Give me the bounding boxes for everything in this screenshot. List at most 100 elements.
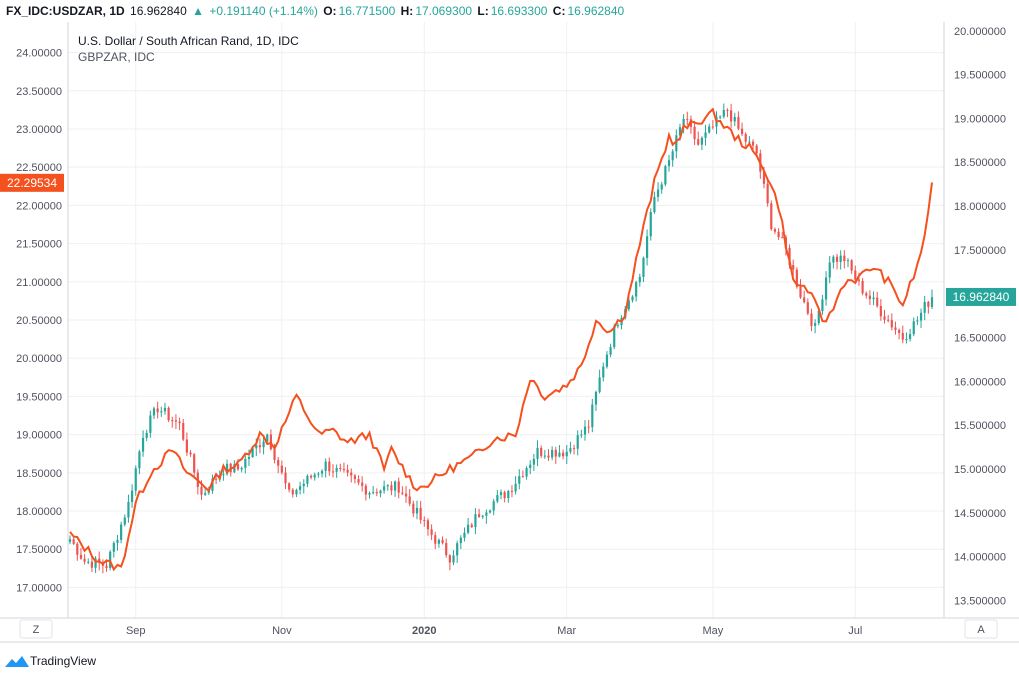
candle-up bbox=[704, 124, 707, 146]
candle-down bbox=[423, 516, 426, 527]
candle-down bbox=[861, 277, 864, 296]
candle-up bbox=[565, 445, 568, 465]
candle-down bbox=[835, 253, 839, 270]
candle-up bbox=[485, 509, 488, 524]
candle-down bbox=[587, 419, 590, 434]
candle-up bbox=[127, 494, 130, 523]
candle-up bbox=[635, 280, 638, 302]
last-price: 16.962840 bbox=[130, 4, 187, 18]
open-value: 16.771500 bbox=[338, 4, 396, 18]
candle-down bbox=[390, 481, 393, 496]
candle-down bbox=[693, 120, 696, 145]
candle-up bbox=[116, 534, 119, 551]
candle-up bbox=[134, 465, 137, 496]
candle-down bbox=[477, 508, 481, 518]
right-last-price: 16.962840 bbox=[953, 290, 1010, 304]
candle-up bbox=[616, 323, 619, 329]
left-axis-tick-label: 23.00000 bbox=[16, 124, 62, 136]
candle-up bbox=[576, 430, 579, 456]
candle-up bbox=[700, 136, 703, 151]
auto-scale-label: A bbox=[977, 624, 985, 636]
candle-up bbox=[598, 369, 601, 394]
candle-down bbox=[810, 308, 813, 332]
candle-down bbox=[521, 470, 525, 478]
candle-down bbox=[171, 416, 174, 428]
tradingview-brand[interactable]: TradingView bbox=[30, 654, 97, 668]
candle-up bbox=[335, 464, 338, 478]
candle-down bbox=[850, 259, 853, 274]
candle-down bbox=[284, 466, 287, 490]
candle-up bbox=[518, 469, 521, 490]
candle-up bbox=[715, 111, 718, 134]
auto-scale-button[interactable]: A bbox=[964, 619, 998, 639]
price-chart[interactable]: 17.00000 17.50000 18.00000 18.50000 19.00000… bbox=[0, 0, 1019, 648]
left-axis-tick-label: 22.50000 bbox=[16, 162, 62, 174]
candle-up bbox=[649, 208, 652, 241]
left-axis-tick-label: 20.50000 bbox=[16, 315, 62, 327]
scale-left-label: Z bbox=[33, 624, 40, 636]
candle-down bbox=[397, 477, 400, 499]
time-axis-tick-label: Nov bbox=[272, 625, 292, 637]
time-axis-tick-label: May bbox=[702, 625, 723, 637]
left-last-price: 22.29534 bbox=[7, 176, 57, 190]
candle-down bbox=[357, 475, 360, 486]
candle-down bbox=[737, 111, 740, 131]
candle-up bbox=[631, 295, 634, 303]
candle-up bbox=[543, 449, 546, 459]
candle-down bbox=[353, 473, 356, 484]
candle-down bbox=[503, 490, 506, 503]
time-axis[interactable]: Sep Nov 2020 Mar May Jul bbox=[126, 625, 862, 637]
candle-down bbox=[364, 483, 367, 501]
candle-down bbox=[470, 522, 473, 529]
candle-up bbox=[839, 250, 842, 270]
right-price-axis[interactable]: 13.500000 14.000000 14.500000 15.000000 15.5… bbox=[954, 26, 1006, 608]
candle-down bbox=[83, 554, 86, 565]
candle-up bbox=[919, 308, 923, 329]
left-price-axis[interactable]: 17.00000 17.50000 18.00000 18.50000 19.00000… bbox=[16, 48, 62, 595]
candle-up bbox=[317, 471, 320, 478]
candle-down bbox=[561, 449, 565, 460]
candle-up bbox=[313, 472, 316, 481]
candle-up bbox=[222, 469, 225, 481]
candle-down bbox=[781, 232, 784, 239]
legend-main-series[interactable]: U.S. Dollar / South African Rand, 1D, ID… bbox=[78, 34, 299, 48]
candle-down bbox=[426, 518, 430, 536]
candle-up bbox=[671, 149, 674, 167]
candle-down bbox=[182, 419, 185, 442]
candle-down bbox=[215, 476, 218, 485]
candle-up bbox=[832, 255, 835, 269]
candle-up bbox=[379, 489, 382, 498]
candle-up bbox=[130, 484, 134, 508]
candle-up bbox=[591, 398, 594, 433]
legend: U.S. Dollar / South African Rand, 1D, ID… bbox=[78, 34, 299, 64]
candle-up bbox=[525, 466, 528, 480]
low-value: 16.693300 bbox=[490, 4, 548, 18]
left-axis-tick-label: 19.00000 bbox=[16, 430, 62, 442]
candle-up bbox=[452, 550, 455, 566]
candle-up bbox=[558, 445, 561, 458]
candle-up bbox=[828, 256, 831, 284]
candle-down bbox=[258, 438, 262, 454]
candle-down bbox=[901, 325, 904, 344]
candle-down bbox=[269, 429, 272, 451]
candle-down bbox=[865, 291, 868, 299]
candle-down bbox=[193, 453, 196, 476]
low-label: L: bbox=[477, 4, 489, 18]
candle-down bbox=[79, 547, 83, 560]
candle-up bbox=[299, 481, 302, 495]
candle-up bbox=[368, 491, 371, 499]
open-label: O: bbox=[323, 4, 337, 18]
candle-down bbox=[766, 177, 769, 207]
candle-up bbox=[908, 328, 912, 342]
candle-down bbox=[572, 444, 576, 455]
scale-left-button[interactable]: Z bbox=[19, 619, 53, 639]
candle-up bbox=[295, 488, 298, 498]
tradingview-logo-icon[interactable] bbox=[4, 654, 30, 670]
candle-up bbox=[324, 458, 327, 478]
candle-down bbox=[927, 300, 930, 314]
legend-compare-series[interactable]: GBPZAR, IDC bbox=[78, 50, 155, 64]
symbol-name[interactable]: FX_IDC:USDZAR, 1D bbox=[6, 4, 125, 18]
candle-up bbox=[905, 332, 908, 344]
high-value: 17.069300 bbox=[415, 4, 473, 18]
candle-up bbox=[306, 474, 309, 488]
